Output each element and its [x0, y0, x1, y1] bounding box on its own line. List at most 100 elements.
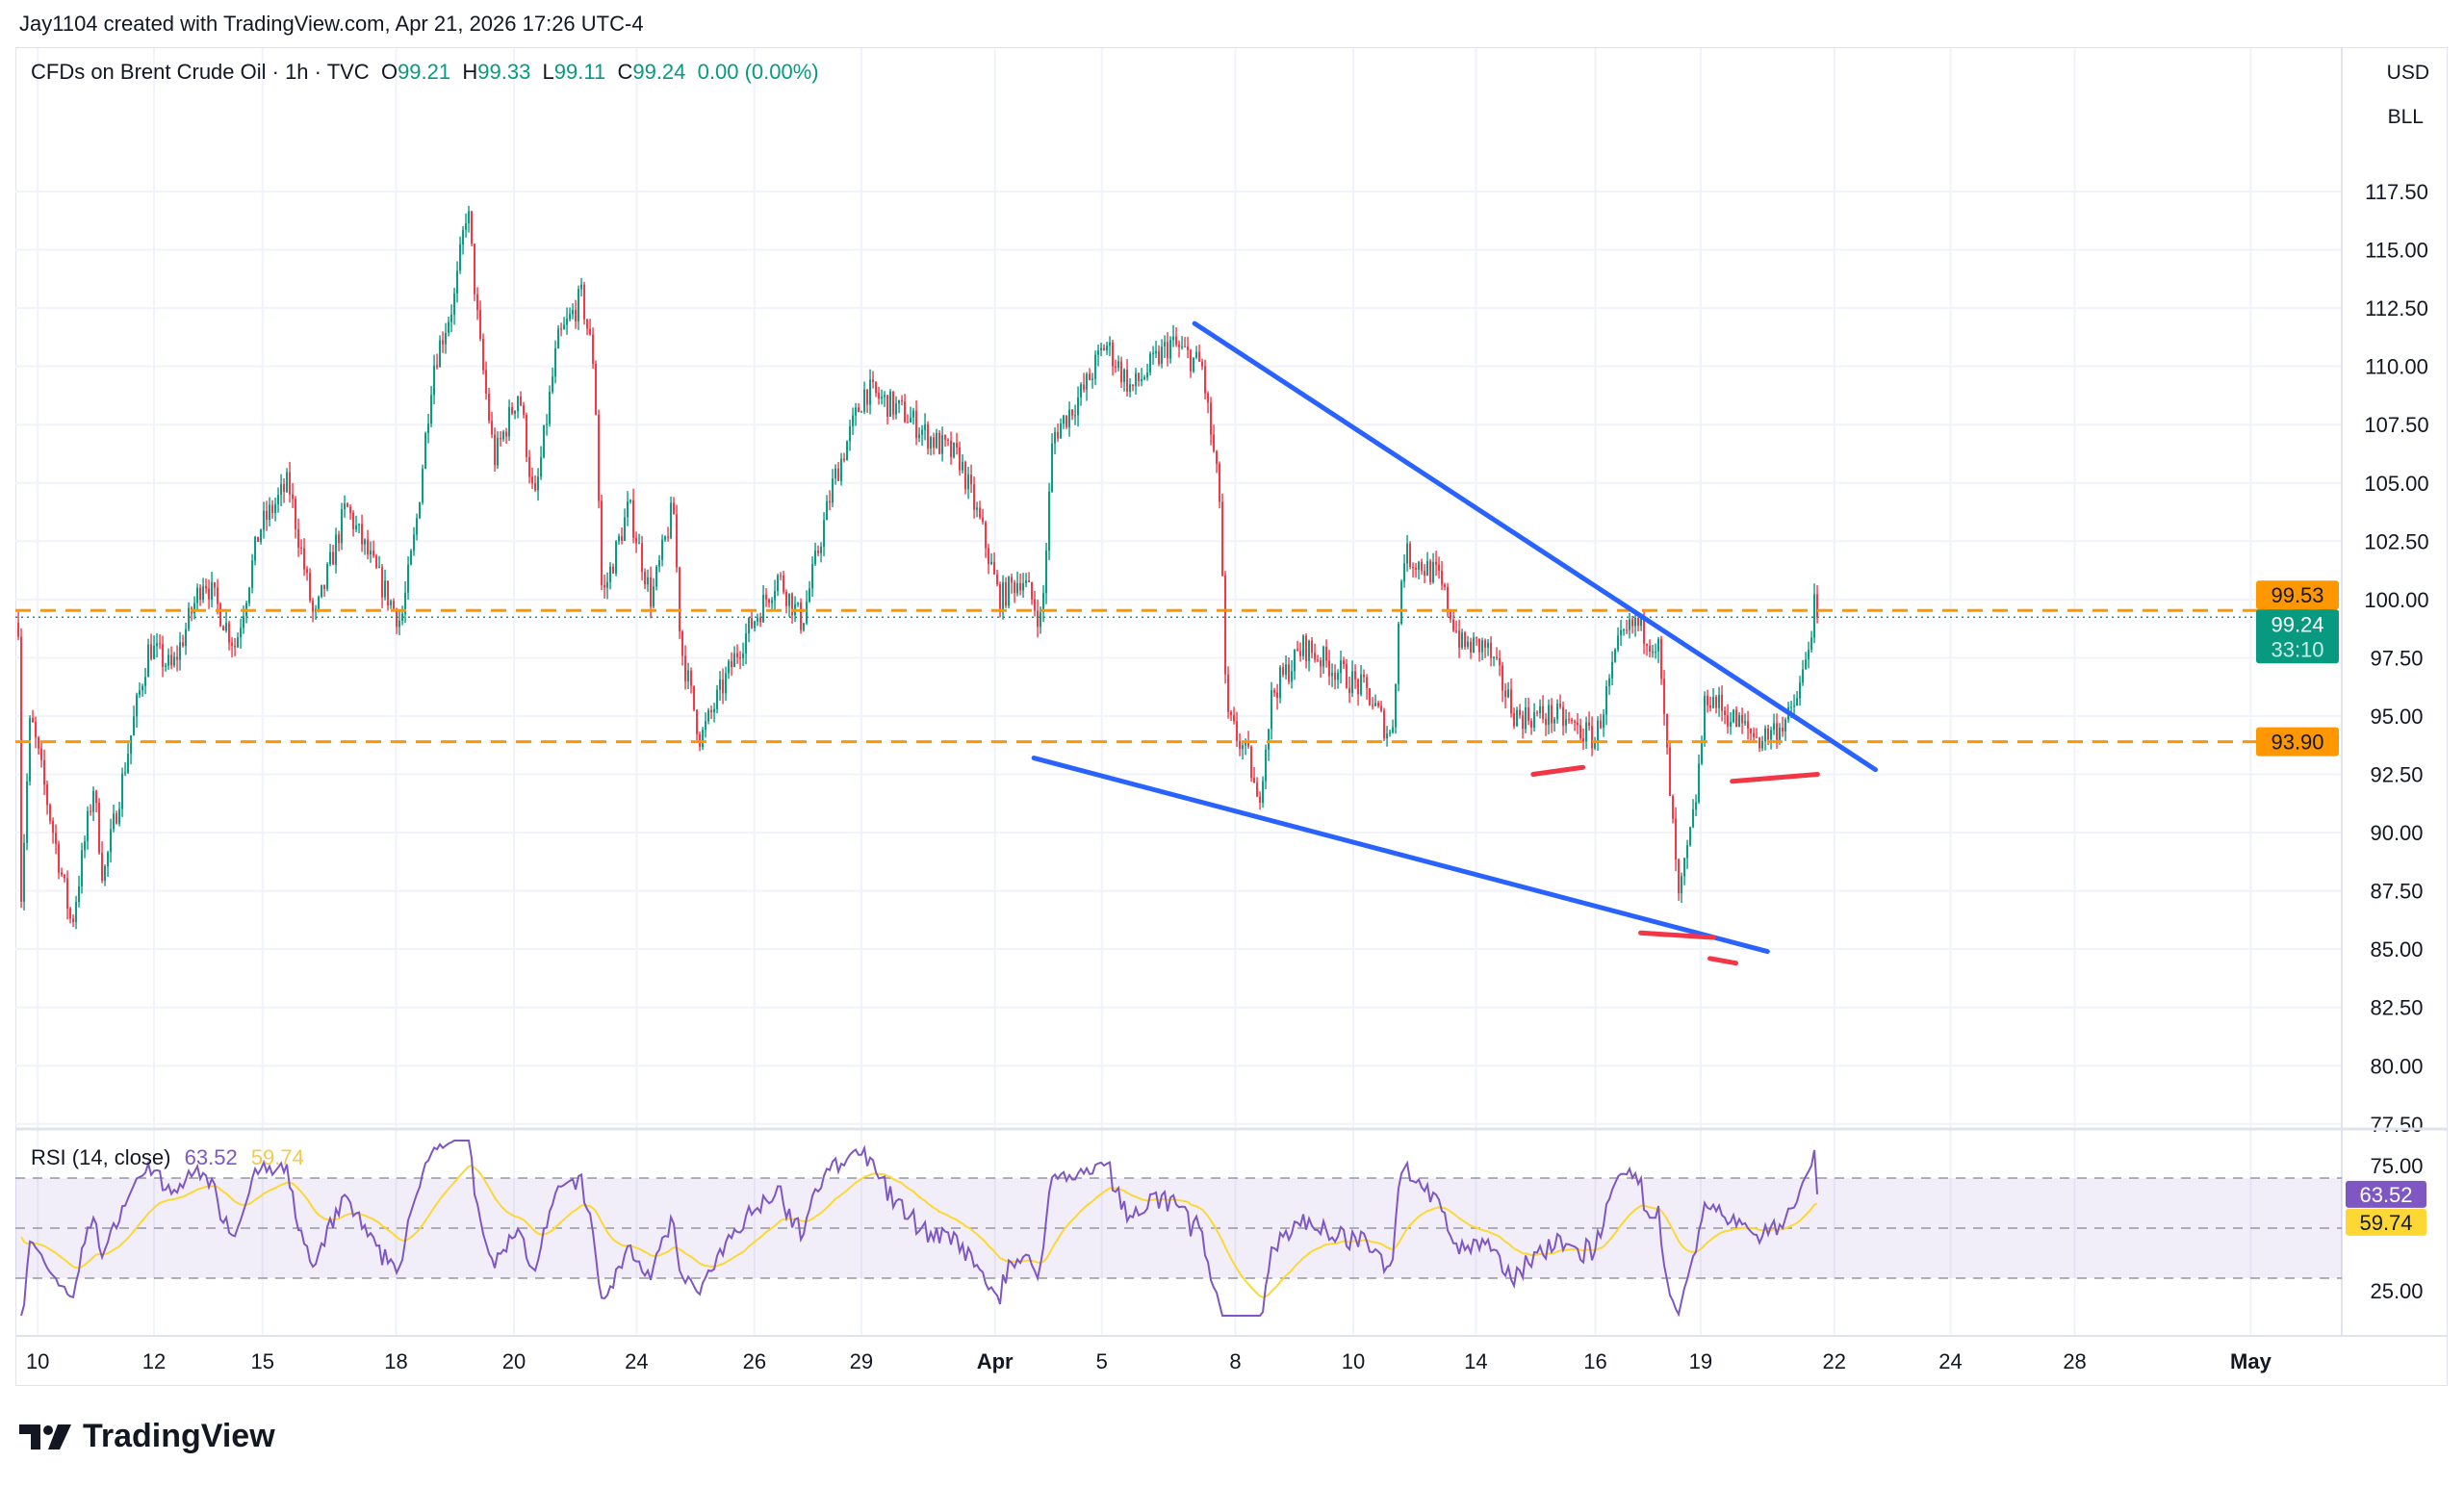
candle	[1418, 561, 1421, 570]
candle	[528, 456, 531, 477]
candle	[269, 504, 271, 521]
candle	[1230, 711, 1233, 715]
candle	[173, 656, 176, 666]
candle	[433, 365, 436, 396]
candle	[1106, 346, 1109, 351]
candle	[424, 433, 427, 469]
candle	[205, 586, 208, 589]
candle	[179, 642, 182, 660]
candle	[1692, 809, 1695, 828]
candle	[1499, 657, 1502, 666]
candle	[1802, 669, 1805, 683]
candle	[139, 690, 141, 695]
close-value: 99.24	[632, 60, 686, 84]
time-tick-label: May	[2230, 1349, 2272, 1373]
candle	[1637, 618, 1640, 627]
candle	[595, 363, 598, 415]
candle	[583, 284, 586, 320]
candle	[1305, 635, 1308, 661]
rsi-title[interactable]: RSI (14, close)	[31, 1145, 171, 1169]
candle	[1348, 687, 1351, 694]
candle	[999, 584, 1002, 613]
candle	[228, 623, 231, 643]
candle	[1626, 629, 1629, 631]
candle	[332, 552, 335, 565]
close-label: C	[617, 60, 633, 84]
candle	[502, 431, 505, 440]
candle	[803, 623, 806, 630]
candle	[1403, 563, 1406, 582]
trendline	[1031, 756, 1770, 955]
candle	[826, 500, 829, 521]
candle	[606, 581, 609, 588]
candle	[303, 548, 306, 570]
candle	[632, 500, 635, 538]
candle	[918, 434, 921, 439]
candle	[936, 432, 938, 449]
level-high-label-bg	[2256, 580, 2339, 610]
tradingview-logo-icon	[19, 1424, 71, 1450]
candle	[398, 620, 401, 628]
candle	[1600, 720, 1603, 729]
price-tick-label: 112.50	[2365, 296, 2428, 321]
candle	[491, 421, 494, 435]
low-value: 99.11	[553, 60, 606, 84]
candle	[1042, 593, 1045, 613]
candle	[1366, 677, 1369, 689]
candle	[1522, 715, 1525, 730]
candle	[1519, 709, 1522, 716]
candle	[1028, 580, 1031, 582]
candle	[274, 503, 277, 513]
candle	[1132, 384, 1135, 387]
unit-label[interactable]: BLL	[2387, 106, 2424, 128]
candle	[427, 423, 430, 434]
marker-stroke	[1730, 772, 1820, 784]
candle	[1089, 373, 1091, 380]
candle	[806, 601, 808, 624]
candle	[901, 399, 904, 402]
candle	[1764, 728, 1767, 742]
candle	[1325, 647, 1328, 661]
candle	[1115, 366, 1117, 369]
candle	[1158, 350, 1161, 364]
candle	[292, 494, 295, 500]
candle	[540, 457, 543, 477]
candle	[1579, 725, 1582, 739]
candle	[352, 512, 355, 530]
candle	[1048, 491, 1051, 552]
candle	[497, 437, 500, 466]
candle	[1478, 638, 1481, 653]
candle	[1663, 679, 1666, 714]
candle	[1614, 649, 1617, 662]
candle	[1695, 802, 1698, 810]
candle	[1045, 551, 1048, 594]
candle	[1525, 706, 1527, 730]
candle	[1317, 659, 1320, 661]
candle	[1340, 660, 1343, 674]
candle	[1559, 704, 1562, 707]
candle	[693, 685, 696, 710]
currency-label[interactable]: USD	[2386, 62, 2429, 84]
candle	[1201, 361, 1204, 367]
candle	[1247, 740, 1250, 747]
candle	[722, 680, 725, 694]
candle	[1193, 357, 1195, 372]
symbol-name[interactable]: CFDs on Brent Crude Oil · 1h · TVC	[31, 60, 370, 84]
time-tick-label: 26	[743, 1349, 766, 1373]
candle	[214, 582, 217, 588]
time-tick-label: Apr	[977, 1349, 1014, 1373]
candle	[1527, 706, 1530, 721]
candle	[1669, 747, 1672, 796]
candle	[615, 541, 618, 574]
candle	[1083, 384, 1086, 390]
candle	[375, 555, 378, 568]
candle	[624, 517, 627, 541]
tradingview-logo[interactable]: TradingView	[19, 1418, 275, 1455]
candle	[1808, 649, 1810, 660]
candle	[1392, 727, 1395, 733]
candle	[1389, 732, 1392, 734]
candle	[1216, 450, 1219, 464]
candle	[811, 564, 814, 589]
candle	[40, 748, 43, 760]
